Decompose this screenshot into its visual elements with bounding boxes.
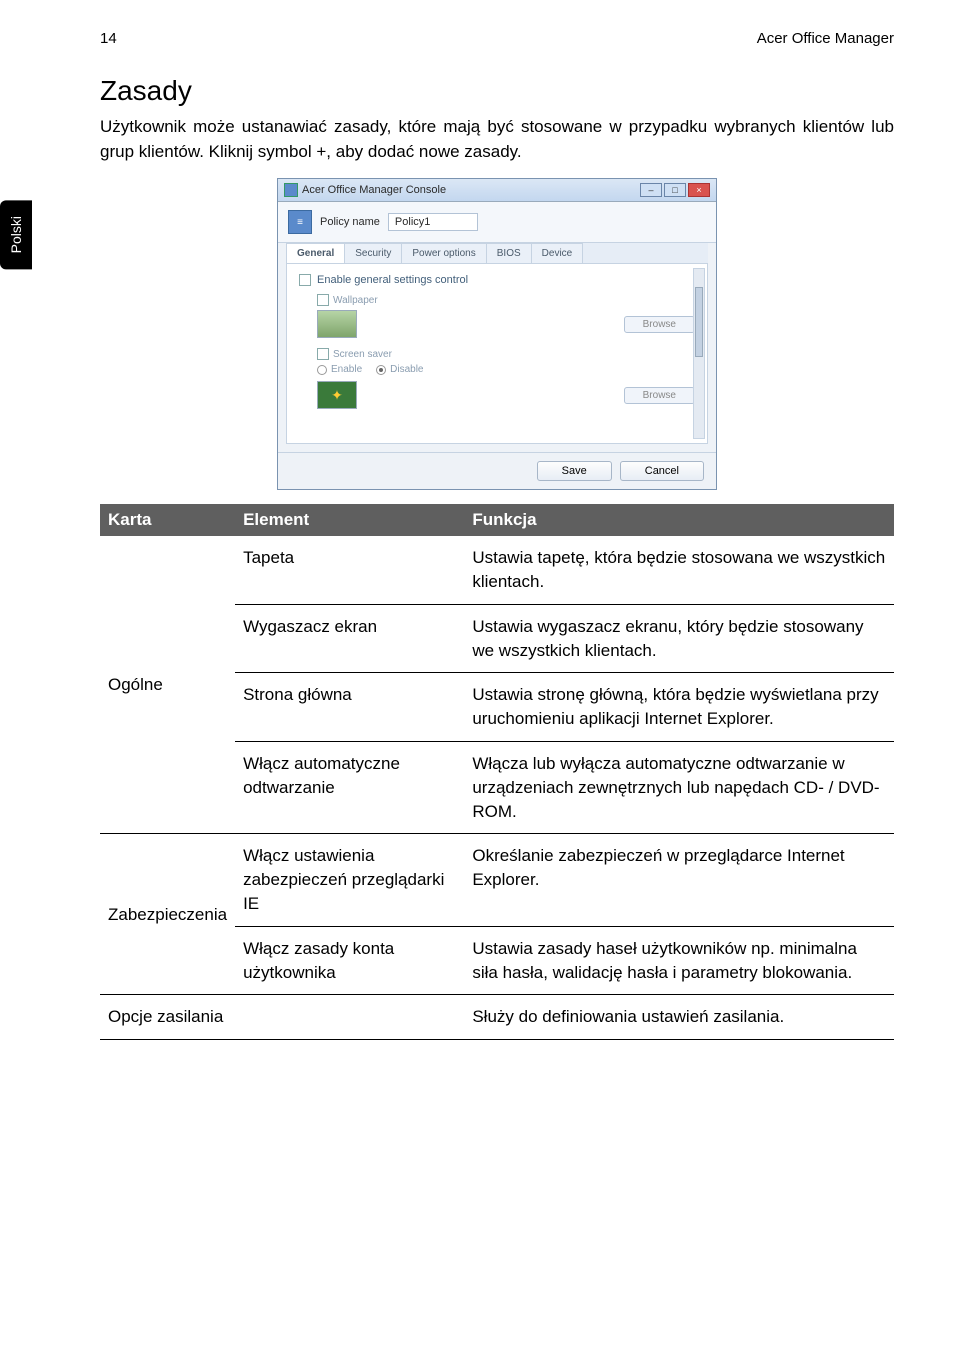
- th-element: Element: [235, 504, 464, 536]
- cell-karta-opcje: Opcje zasilania: [100, 995, 235, 1040]
- th-karta: Karta: [100, 504, 235, 536]
- tab-security[interactable]: Security: [344, 243, 402, 263]
- enable-general-checkbox[interactable]: [299, 274, 311, 286]
- titlebar: Acer Office Manager Console – □ ×: [278, 179, 716, 202]
- wallpaper-checkbox[interactable]: [317, 294, 329, 306]
- save-button[interactable]: Save: [537, 461, 612, 481]
- dialog-footer: Save Cancel: [278, 452, 716, 489]
- tab-device[interactable]: Device: [531, 243, 584, 263]
- cancel-button[interactable]: Cancel: [620, 461, 704, 481]
- wallpaper-thumb: [317, 310, 357, 338]
- table-row: Opcje zasilania Służy do definiowania us…: [100, 995, 894, 1040]
- scroll-thumb[interactable]: [695, 287, 703, 357]
- cell-karta-ogolne: Ogólne: [100, 536, 235, 834]
- screensaver-browse-button[interactable]: Browse: [624, 387, 695, 404]
- cell-element: Tapeta: [235, 536, 464, 604]
- tab-power[interactable]: Power options: [401, 243, 486, 263]
- cell-element: Włącz ustawienia zabezpieczeń przeglądar…: [235, 834, 464, 926]
- cell-funkcja: Ustawia stronę główną, która będzie wyśw…: [464, 673, 894, 742]
- policy-name-label: Policy name: [320, 216, 380, 228]
- screensaver-checkbox[interactable]: [317, 348, 329, 360]
- page: 14 Acer Office Manager Zasady Użytkownik…: [0, 0, 954, 1070]
- section-title: Zasady: [100, 75, 894, 107]
- scrollbar[interactable]: [693, 268, 705, 439]
- screensaver-label: Screen saver: [333, 349, 392, 360]
- wallpaper-label: Wallpaper: [333, 295, 378, 306]
- header: 14 Acer Office Manager: [100, 30, 894, 47]
- table-row: Zabezpieczenia Włącz ustawienia zabezpie…: [100, 834, 894, 926]
- wallpaper-browse-button[interactable]: Browse: [624, 316, 695, 333]
- table-header-row: Karta Element Funkcja: [100, 504, 894, 536]
- cell-funkcja: Ustawia wygaszacz ekranu, który będzie s…: [464, 604, 894, 673]
- page-number: 14: [100, 30, 117, 47]
- cell-funkcja: Ustawia zasady haseł użytkowników np. mi…: [464, 926, 894, 995]
- product-name: Acer Office Manager: [757, 30, 894, 47]
- policy-name-input[interactable]: Policy1: [388, 213, 478, 231]
- screensaver-thumb: ✦: [317, 381, 357, 409]
- cell-element: [235, 995, 464, 1040]
- enable-label: Enable: [331, 364, 362, 375]
- intro-text: Użytkownik może ustanawiać zasady, które…: [100, 115, 894, 164]
- cell-funkcja: Włącza lub wyłącza automatyczne odtwarza…: [464, 742, 894, 834]
- tab-bios[interactable]: BIOS: [486, 243, 532, 263]
- disable-radio[interactable]: [376, 365, 386, 375]
- minimize-button[interactable]: –: [640, 183, 662, 197]
- panel-body: Enable general settings control Wallpape…: [286, 264, 708, 444]
- tabs: General Security Power options BIOS Devi…: [286, 243, 708, 264]
- enable-general-label: Enable general settings control: [317, 274, 468, 286]
- cell-element: Włącz automatyczne odtwarzanie: [235, 742, 464, 834]
- policy-icon: ≡: [288, 210, 312, 234]
- cell-funkcja: Określanie zabezpieczeń w przeglądarce I…: [464, 834, 894, 926]
- cell-element: Strona główna: [235, 673, 464, 742]
- cell-funkcja: Ustawia tapetę, która będzie stosowana w…: [464, 536, 894, 604]
- maximize-button[interactable]: □: [664, 183, 686, 197]
- table-row: Ogólne Tapeta Ustawia tapetę, która będz…: [100, 536, 894, 604]
- window-title: Acer Office Manager Console: [302, 184, 446, 196]
- cell-element: Wygaszacz ekran: [235, 604, 464, 673]
- close-button[interactable]: ×: [688, 183, 710, 197]
- cell-karta-zabezpieczenia: Zabezpieczenia: [100, 834, 235, 995]
- disable-label: Disable: [390, 364, 423, 375]
- policy-header: ≡ Policy name Policy1: [278, 202, 716, 243]
- embedded-window: Acer Office Manager Console – □ × ≡ Poli…: [277, 178, 717, 490]
- enable-radio[interactable]: [317, 365, 327, 375]
- features-table: Karta Element Funkcja Ogólne Tapeta Usta…: [100, 504, 894, 1040]
- tab-general[interactable]: General: [286, 243, 345, 263]
- cell-element: Włącz zasady konta użytkownika: [235, 926, 464, 995]
- cell-funkcja: Służy do definiowania ustawień zasilania…: [464, 995, 894, 1040]
- app-icon: [284, 183, 298, 197]
- th-funkcja: Funkcja: [464, 504, 894, 536]
